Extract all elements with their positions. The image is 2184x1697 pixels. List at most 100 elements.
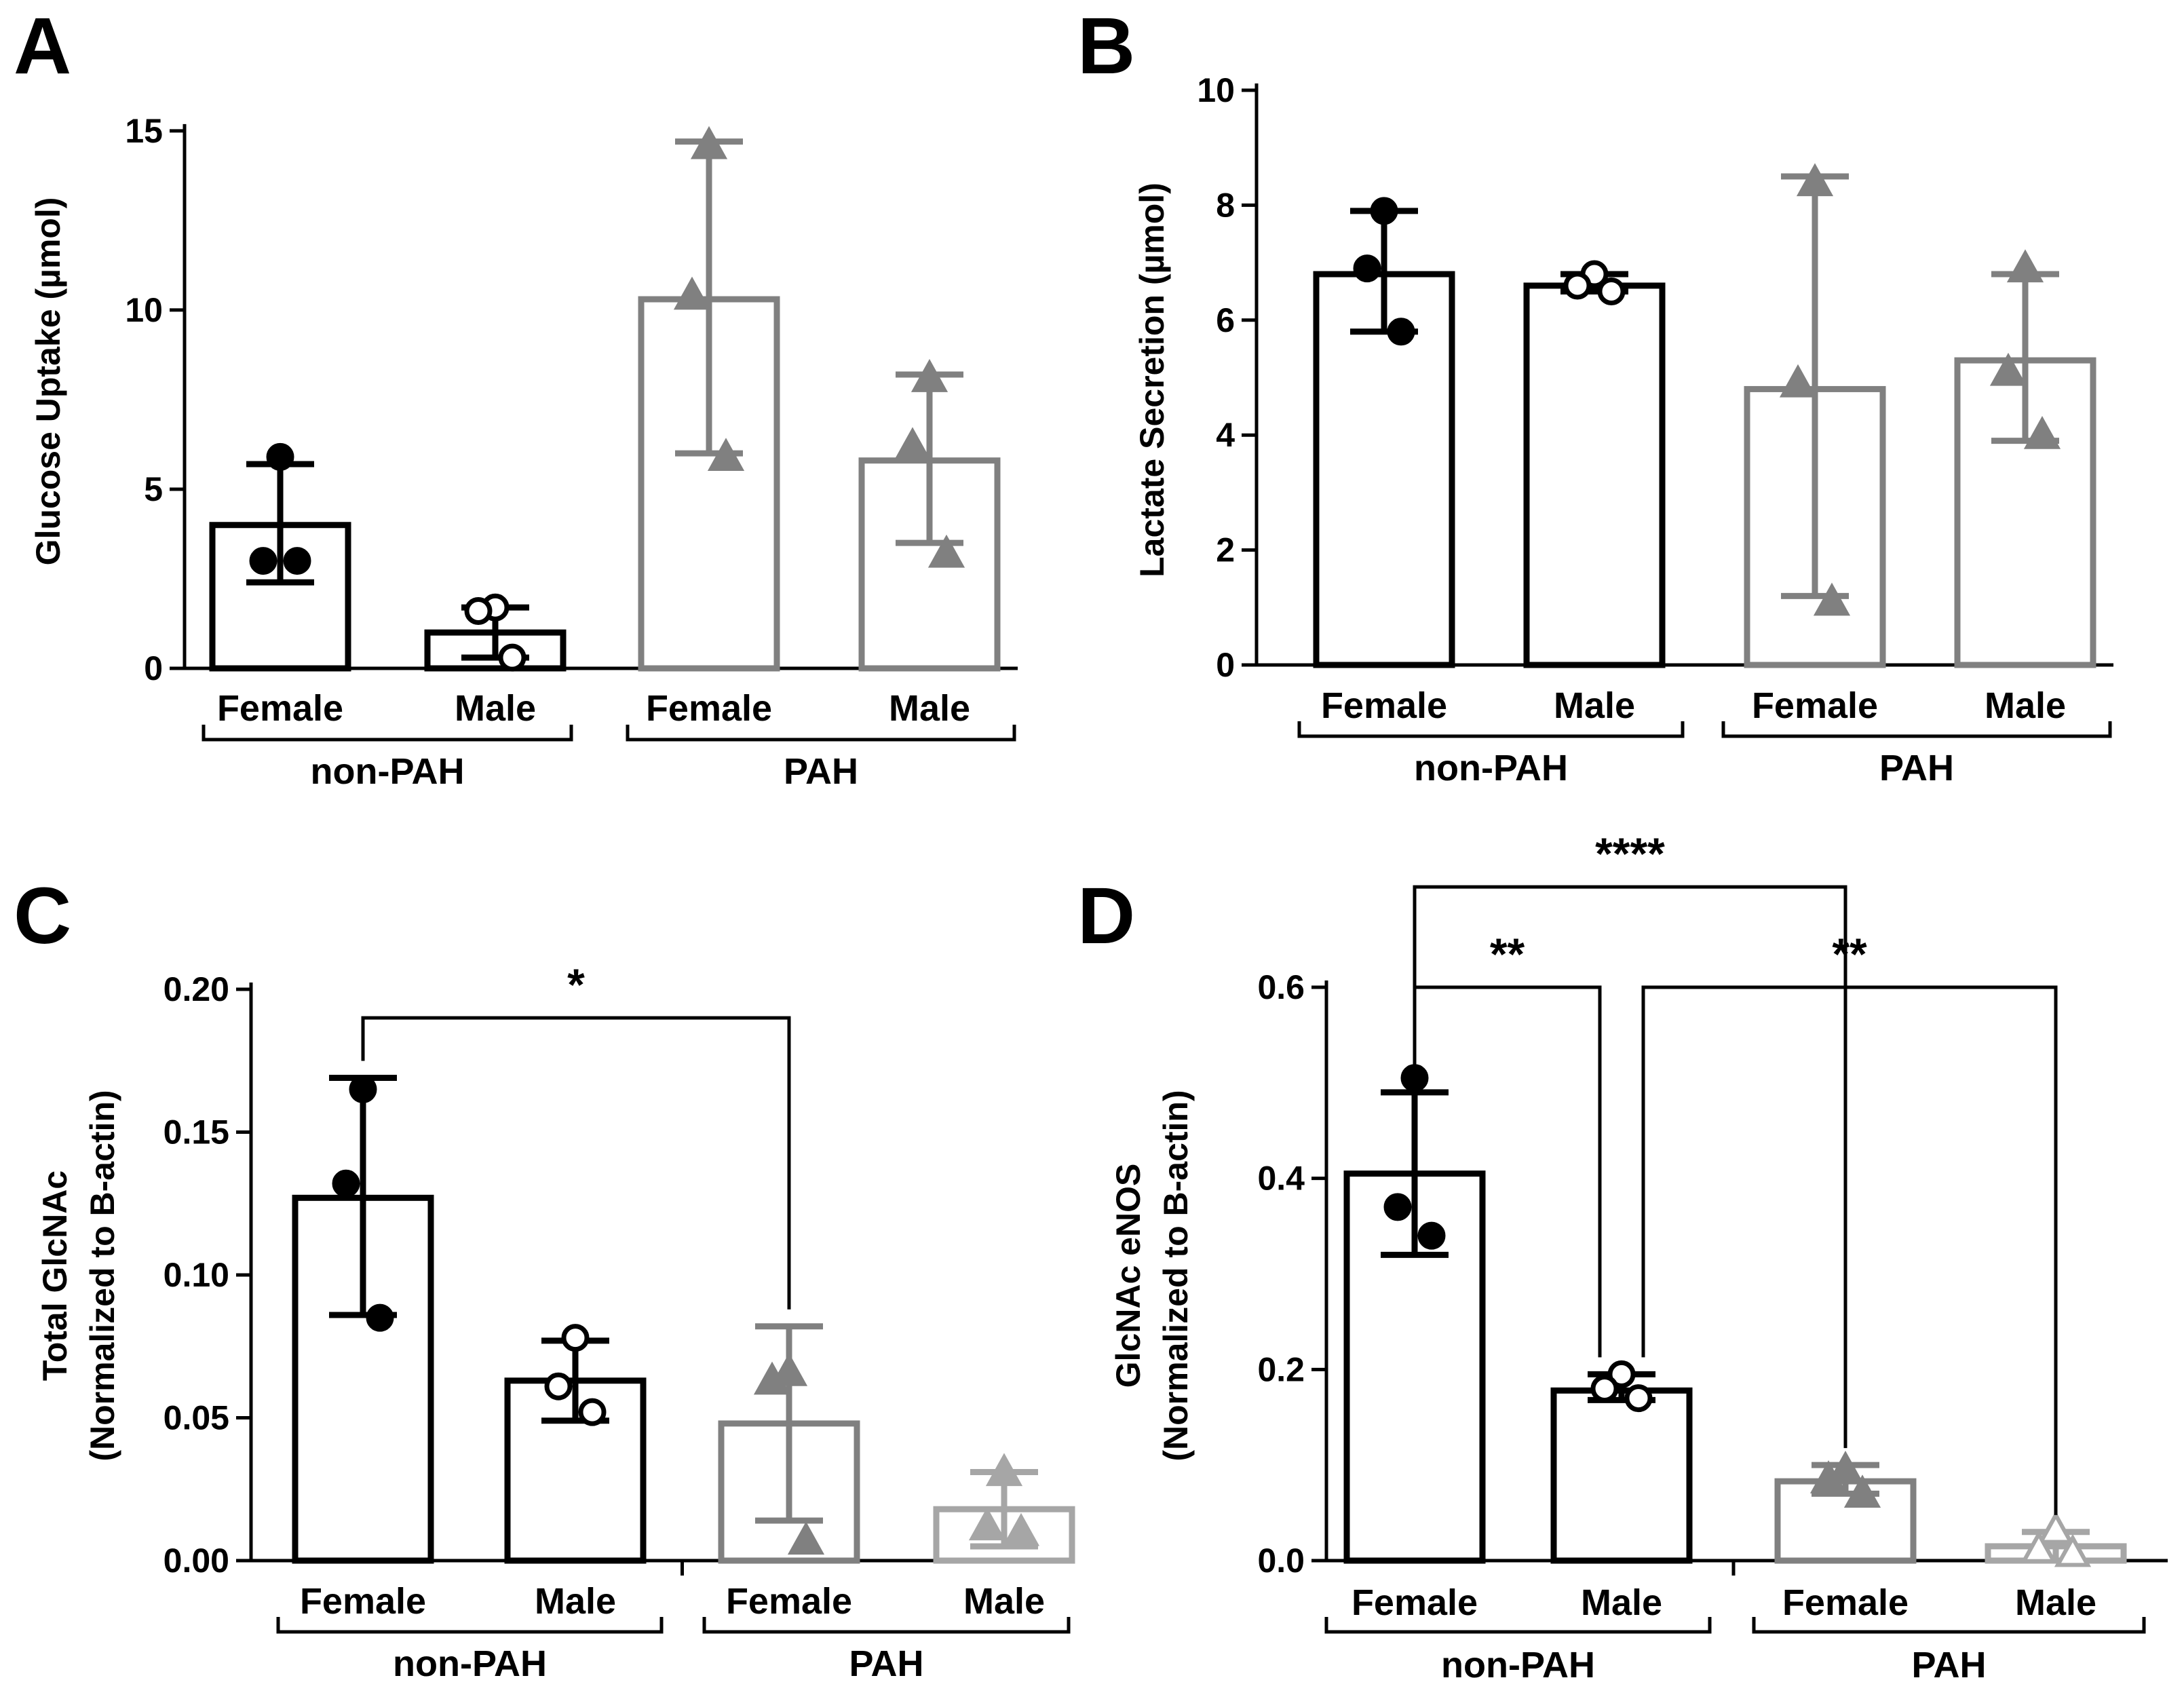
y-axis-label: Glucose Uptake (µmol) [29, 197, 67, 566]
data-point [283, 547, 311, 575]
x-category-label: Female [1782, 1582, 1909, 1623]
y-tick-label: 2 [1216, 531, 1235, 569]
data-point [968, 1507, 1006, 1541]
y-tick-label: 5 [144, 470, 163, 508]
panel-c: C 0.00 0.05 0.10 0.15 0.20 Total GlcNAc (Norma… [14, 871, 1075, 1684]
panel-a-letter: A [14, 1, 71, 91]
data-point [544, 1372, 573, 1400]
panel-b: B 0 2 4 6 8 10 Lactate Secretion (µmol) Female M… [1077, 1, 2113, 788]
x-category-label: Male [2015, 1582, 2096, 1623]
data-point [561, 1324, 590, 1352]
significance-label: ** [1490, 929, 1525, 979]
data-point [1779, 364, 1817, 398]
x-category-label: Male [455, 688, 536, 729]
data-point [894, 427, 932, 461]
data-point [1597, 277, 1626, 305]
significance-label: * [567, 959, 585, 1010]
data-point [1417, 1221, 1446, 1250]
group-label: PAH [1911, 1645, 1986, 1685]
data-point [578, 1398, 607, 1426]
data-point [1002, 1512, 1040, 1546]
y-tick-label: 0 [1216, 646, 1235, 684]
panel-a: A 0 5 10 15 Glucose Uptake (µmol) Female Male F… [14, 1, 1018, 792]
data-point [927, 534, 965, 568]
data-point [1590, 1375, 1619, 1403]
y-tick-label: 8 [1216, 186, 1235, 224]
data-point [1607, 1360, 1636, 1388]
y-tick-label: 6 [1216, 301, 1235, 339]
data-point [498, 643, 526, 672]
data-point [1383, 1193, 1412, 1221]
data-point [349, 1075, 377, 1103]
x-category-label: Male [1554, 685, 1635, 726]
data-point [787, 1521, 825, 1555]
group-bracket [1297, 721, 1685, 738]
group-bracket [276, 1617, 664, 1634]
significance-bracket [1413, 885, 1847, 1449]
data-point [2037, 1510, 2075, 1544]
y-tick-label: 10 [125, 291, 163, 329]
y-tick-label: 10 [1197, 71, 1235, 109]
data-point [2023, 416, 2061, 449]
panel-c-letter: C [14, 871, 71, 961]
group-bracket [1324, 1617, 1712, 1634]
data-point [673, 276, 711, 310]
data-point [1813, 582, 1851, 616]
group-bracket [702, 1617, 1071, 1634]
data-point [1796, 163, 1834, 197]
y-tick-label: 0.10 [164, 1256, 229, 1294]
data-point [911, 359, 949, 392]
x-category-label: Male [1581, 1582, 1662, 1623]
data-point [1843, 1474, 1881, 1508]
x-category-label: Female [646, 688, 772, 729]
significance-bracket [1641, 985, 2058, 1515]
data-point [1563, 271, 1592, 300]
y-tick-label: 0.2 [1257, 1350, 1305, 1388]
y-tick-label: 0.0 [1257, 1542, 1305, 1580]
x-category-label: Male [963, 1581, 1045, 1622]
data-point [1370, 197, 1398, 225]
data-point [464, 597, 493, 625]
group-label: PAH [784, 751, 858, 792]
data-point [753, 1361, 791, 1395]
data-point [249, 547, 277, 575]
y-tick-label: 0.15 [164, 1113, 229, 1151]
x-category-label: Male [1985, 685, 2066, 726]
x-category-label: Male [889, 688, 970, 729]
data-point [1624, 1384, 1653, 1413]
group-bracket [1721, 721, 2112, 738]
group-bracket [202, 725, 573, 742]
y-tick-label: 15 [125, 112, 163, 150]
panel-b-letter: B [1077, 1, 1135, 91]
data-point [2054, 1533, 2092, 1567]
data-point [770, 1352, 808, 1386]
y-tick-label: 0.4 [1257, 1160, 1305, 1198]
y-tick-label: 0.20 [164, 970, 229, 1008]
data-point [690, 126, 728, 159]
group-label: non-PAH [311, 751, 465, 792]
bar [1550, 1387, 1693, 1564]
group-label: non-PAH [1414, 748, 1568, 788]
x-category-label: Female [726, 1581, 852, 1622]
y-tick-label: 4 [1216, 416, 1235, 454]
data-point [366, 1303, 394, 1332]
group-label: PAH [1879, 748, 1954, 788]
panel-d-letter: D [1077, 871, 1135, 961]
y-tick-label: 0.00 [164, 1542, 229, 1580]
data-point [1809, 1460, 1847, 1493]
y-axis-label: Lactate Secretion (µmol) [1133, 183, 1171, 577]
significance-label: **** [1595, 828, 1665, 879]
data-point [1387, 318, 1415, 346]
data-point [1826, 1451, 1864, 1484]
x-category-label: Female [300, 1581, 426, 1622]
data-point [2020, 1529, 2058, 1563]
data-point [707, 438, 745, 472]
y-axis-label: (Normalized to B-actin) [1157, 1090, 1195, 1461]
group-label: non-PAH [1441, 1645, 1595, 1685]
y-axis-label: GlcNAc eNOS [1109, 1164, 1147, 1388]
x-category-label: Female [1321, 685, 1447, 726]
data-point [332, 1169, 360, 1198]
x-category-label: Male [535, 1581, 616, 1622]
y-axis-label: Total GlcNAc [36, 1170, 74, 1381]
